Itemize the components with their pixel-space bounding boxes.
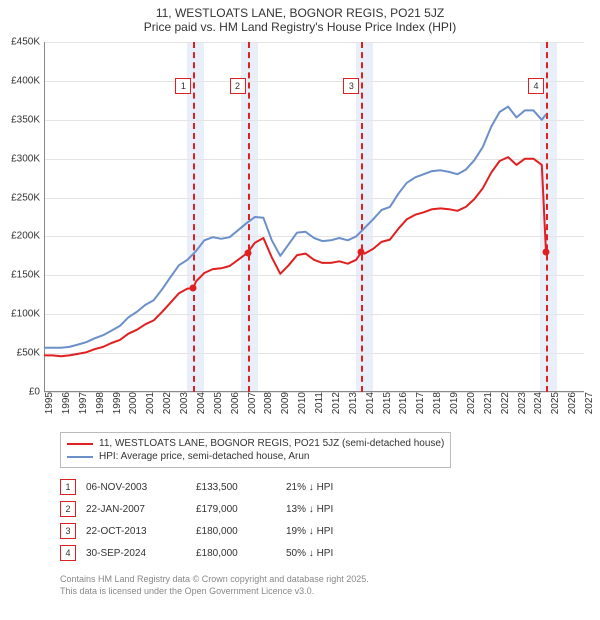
transaction-delta: 50% ↓ HPI xyxy=(286,548,396,559)
transaction-dot xyxy=(543,249,550,256)
x-tick-label: 2018 xyxy=(428,392,443,414)
transaction-delta: 21% ↓ HPI xyxy=(286,482,396,493)
x-tick-label: 2016 xyxy=(394,392,409,414)
x-tick-label: 2003 xyxy=(175,392,190,414)
transaction-row: 1 06-NOV-2003£133,50021% ↓ HPI xyxy=(60,476,396,498)
legend-label-property: 11, WESTLOATS LANE, BOGNOR REGIS, PO21 5… xyxy=(99,438,444,449)
x-tick-label: 2022 xyxy=(496,392,511,414)
x-tick-label: 2014 xyxy=(361,392,376,414)
transaction-dot xyxy=(244,249,251,256)
y-tick-label: £300K xyxy=(11,153,44,164)
transaction-tag: 4 xyxy=(60,545,76,561)
x-tick-label: 2021 xyxy=(479,392,494,414)
transaction-delta: 13% ↓ HPI xyxy=(286,504,396,515)
x-tick-label: 1999 xyxy=(108,392,123,414)
x-tick-label: 2000 xyxy=(124,392,139,414)
x-tick-label: 2002 xyxy=(158,392,173,414)
x-tick-label: 2008 xyxy=(259,392,274,414)
x-tick-label: 1997 xyxy=(74,392,89,414)
y-tick-label: £50K xyxy=(17,348,44,359)
y-tick-label: £450K xyxy=(11,37,44,48)
transaction-date: 06-NOV-2003 xyxy=(86,482,196,493)
transaction-tag: 2 xyxy=(60,501,76,517)
legend-row-property: 11, WESTLOATS LANE, BOGNOR REGIS, PO21 5… xyxy=(67,437,444,450)
legend-swatch-hpi xyxy=(67,456,93,458)
transactions-table: 1 06-NOV-2003£133,50021% ↓ HPI 2 22-JAN-200… xyxy=(60,476,396,564)
x-tick-label: 2010 xyxy=(293,392,308,414)
x-tick-label: 1998 xyxy=(91,392,106,414)
x-tick-label: 2015 xyxy=(378,392,393,414)
x-tick-label: 2004 xyxy=(192,392,207,414)
transaction-date: 30-SEP-2024 xyxy=(86,548,196,559)
transaction-dot xyxy=(358,249,365,256)
x-tick-label: 2024 xyxy=(529,392,544,414)
x-tick-label: 2026 xyxy=(563,392,578,414)
x-tick-label: 2012 xyxy=(327,392,342,414)
y-tick-label: £350K xyxy=(11,114,44,125)
series-svg xyxy=(44,42,584,392)
transaction-tag: 3 xyxy=(60,523,76,539)
chart-title: 11, WESTLOATS LANE, BOGNOR REGIS, PO21 5… xyxy=(0,0,600,20)
x-tick-label: 2006 xyxy=(226,392,241,414)
transaction-dot xyxy=(190,285,197,292)
x-tick-label: 2027 xyxy=(580,392,595,414)
transaction-row: 4 30-SEP-2024£180,00050% ↓ HPI xyxy=(60,542,396,564)
x-tick-label: 2007 xyxy=(243,392,258,414)
footer-line-1: Contains HM Land Registry data © Crown c… xyxy=(60,574,369,586)
transaction-price: £180,000 xyxy=(196,526,286,537)
footer-line-2: This data is licensed under the Open Gov… xyxy=(60,586,369,598)
transaction-price: £179,000 xyxy=(196,504,286,515)
x-tick-label: 2025 xyxy=(546,392,561,414)
chart-subtitle: Price paid vs. HM Land Registry's House … xyxy=(0,20,600,38)
x-tick-label: 2019 xyxy=(445,392,460,414)
series-line-hpi xyxy=(44,107,546,348)
legend-swatch-property xyxy=(67,443,93,445)
y-tick-label: £250K xyxy=(11,192,44,203)
legend-label-hpi: HPI: Average price, semi-detached house,… xyxy=(99,451,310,462)
x-tick-label: 1996 xyxy=(57,392,72,414)
x-tick-label: 2017 xyxy=(411,392,426,414)
transaction-tag: 1 xyxy=(60,479,76,495)
transaction-delta: 19% ↓ HPI xyxy=(286,526,396,537)
x-tick-label: 2013 xyxy=(344,392,359,414)
transaction-row: 3 22-OCT-2013£180,00019% ↓ HPI xyxy=(60,520,396,542)
y-tick-label: £150K xyxy=(11,270,44,281)
x-tick-label: 2011 xyxy=(310,392,325,414)
x-tick-label: 2020 xyxy=(462,392,477,414)
x-tick-label: 2001 xyxy=(141,392,156,414)
x-tick-label: 2023 xyxy=(513,392,528,414)
transaction-date: 22-JAN-2007 xyxy=(86,504,196,515)
legend-row-hpi: HPI: Average price, semi-detached house,… xyxy=(67,450,444,463)
transaction-row: 2 22-JAN-2007£179,00013% ↓ HPI xyxy=(60,498,396,520)
x-tick-label: 2009 xyxy=(276,392,291,414)
legend-box: 11, WESTLOATS LANE, BOGNOR REGIS, PO21 5… xyxy=(60,432,451,468)
transaction-price: £180,000 xyxy=(196,548,286,559)
y-tick-label: £400K xyxy=(11,75,44,86)
footer-attribution: Contains HM Land Registry data © Crown c… xyxy=(60,574,369,597)
x-tick-label: 1995 xyxy=(40,392,55,414)
y-tick-label: £100K xyxy=(11,309,44,320)
transaction-date: 22-OCT-2013 xyxy=(86,526,196,537)
y-tick-label: £200K xyxy=(11,231,44,242)
transaction-price: £133,500 xyxy=(196,482,286,493)
x-tick-label: 2005 xyxy=(209,392,224,414)
plot-area: £0£50K£100K£150K£200K£250K£300K£350K£400… xyxy=(44,42,584,392)
